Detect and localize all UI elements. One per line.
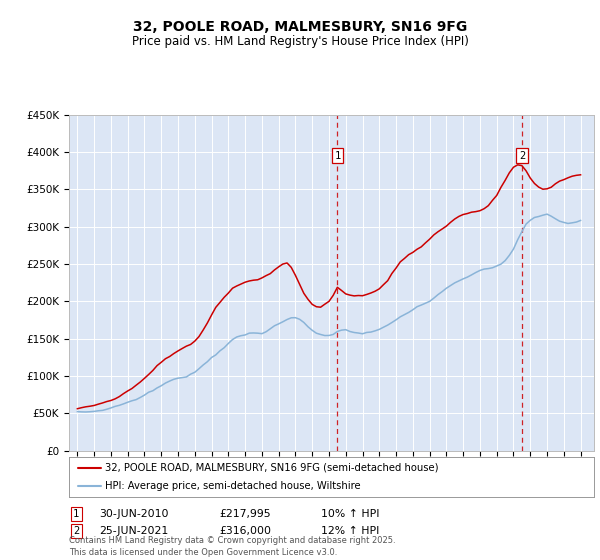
Text: £217,995: £217,995	[219, 509, 271, 519]
Text: 10% ↑ HPI: 10% ↑ HPI	[321, 509, 380, 519]
Text: 1: 1	[334, 151, 340, 161]
Text: 32, POOLE ROAD, MALMESBURY, SN16 9FG (semi-detached house): 32, POOLE ROAD, MALMESBURY, SN16 9FG (se…	[105, 463, 438, 473]
Text: 30-JUN-2010: 30-JUN-2010	[99, 509, 169, 519]
Text: Price paid vs. HM Land Registry's House Price Index (HPI): Price paid vs. HM Land Registry's House …	[131, 35, 469, 48]
Text: 2: 2	[73, 526, 79, 536]
Text: HPI: Average price, semi-detached house, Wiltshire: HPI: Average price, semi-detached house,…	[105, 482, 361, 491]
Text: 1: 1	[73, 509, 79, 519]
Text: 2: 2	[519, 151, 525, 161]
Text: £316,000: £316,000	[219, 526, 271, 536]
Text: 12% ↑ HPI: 12% ↑ HPI	[321, 526, 379, 536]
Text: Contains HM Land Registry data © Crown copyright and database right 2025.
This d: Contains HM Land Registry data © Crown c…	[69, 536, 395, 557]
Text: 25-JUN-2021: 25-JUN-2021	[99, 526, 168, 536]
Text: 32, POOLE ROAD, MALMESBURY, SN16 9FG: 32, POOLE ROAD, MALMESBURY, SN16 9FG	[133, 20, 467, 34]
